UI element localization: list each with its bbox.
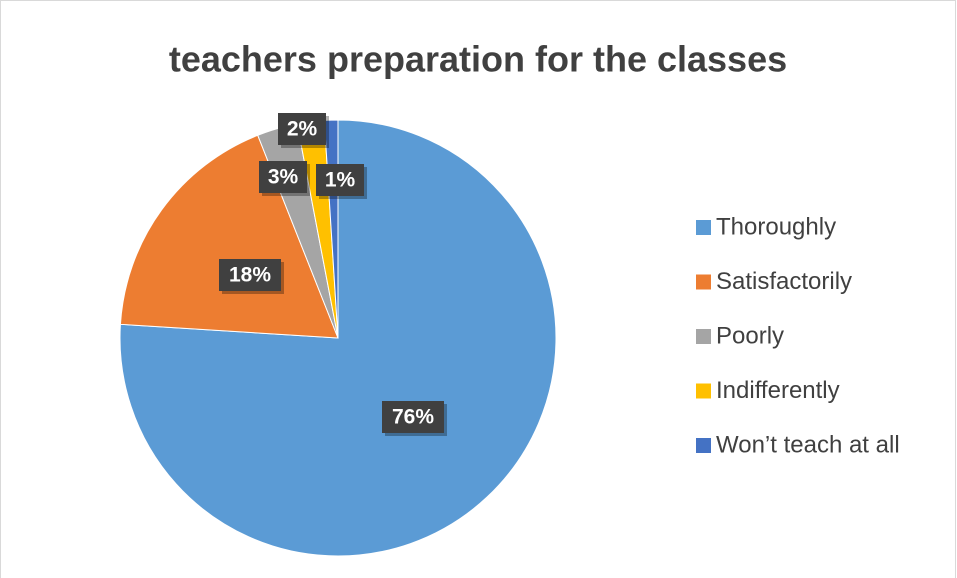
legend-box xyxy=(697,200,945,500)
data-label: 2% xyxy=(287,118,318,141)
legend-label: Poorly xyxy=(716,322,784,349)
pie-slice xyxy=(119,134,339,339)
data-label: 3% xyxy=(268,166,299,189)
data-label-box xyxy=(259,161,307,193)
data-label: 1% xyxy=(325,169,356,192)
data-label-box xyxy=(382,401,444,433)
chart-title: teachers preparation for the classes xyxy=(169,39,787,80)
legend-label: Won’t teach at all xyxy=(716,431,900,458)
legend-label: Indifferently xyxy=(716,377,840,404)
data-label: 18% xyxy=(229,264,271,287)
legend-swatch xyxy=(696,438,711,453)
legend-swatch xyxy=(696,220,711,235)
data-label-box xyxy=(219,259,281,291)
legend-swatch xyxy=(696,274,711,290)
data-label-box xyxy=(316,164,364,196)
legend-label: Thoroughly xyxy=(716,213,836,240)
data-label: 76% xyxy=(392,406,434,429)
legend-swatch xyxy=(696,329,711,344)
data-label-box xyxy=(278,113,326,145)
legend-swatch xyxy=(696,383,711,399)
legend-label: Satisfactorily xyxy=(716,268,852,295)
